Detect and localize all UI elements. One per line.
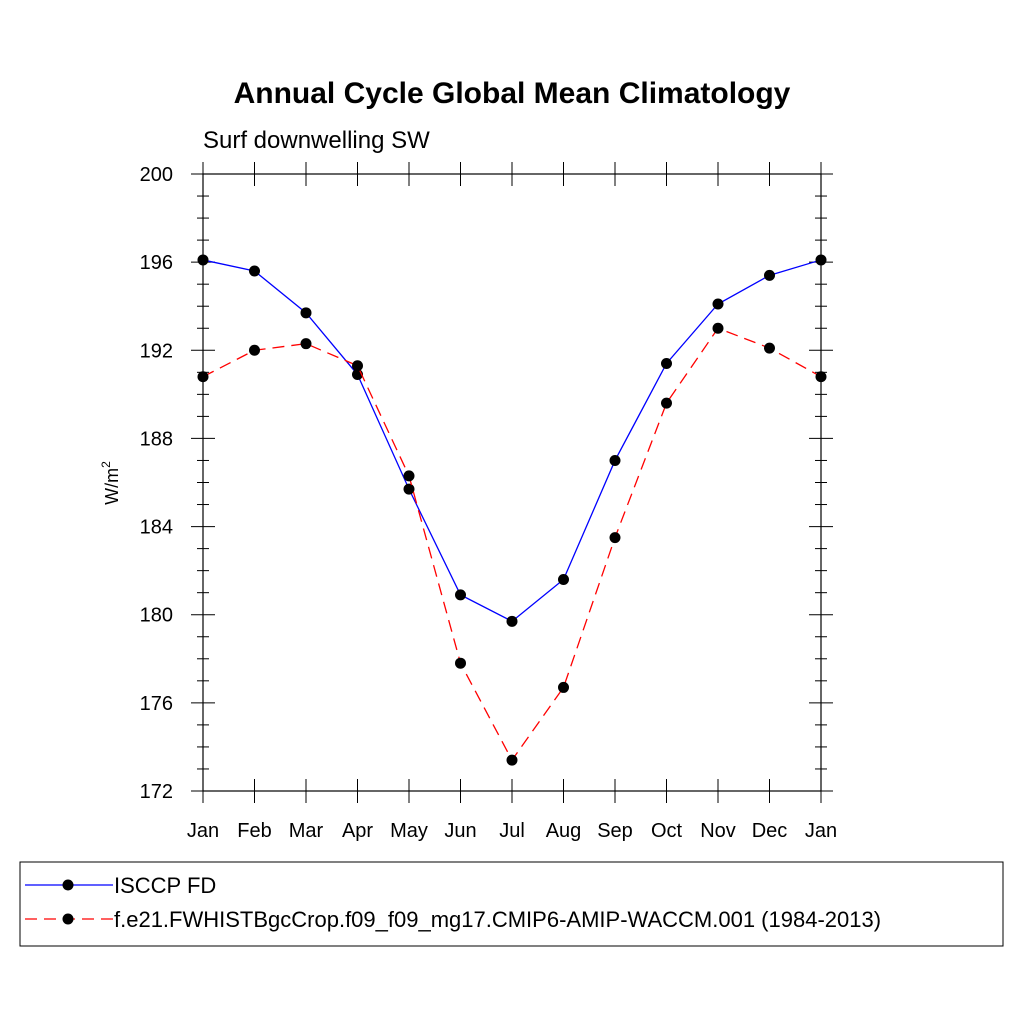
series-1-point bbox=[558, 573, 569, 585]
series-2-point bbox=[197, 371, 209, 383]
y-axis-label: W/m2 bbox=[99, 461, 122, 505]
y-tick-label: 172 bbox=[140, 781, 173, 803]
series-line-2 bbox=[202, 327, 822, 762]
legend-marker-2 bbox=[62, 913, 74, 925]
plot-frame bbox=[202, 173, 822, 792]
legend: ISCCP FD f.e21.FWHISTBgcCrop.f09_f09_mg17… bbox=[25, 873, 881, 932]
y-tick-label: 200 bbox=[140, 164, 173, 186]
series-2-point bbox=[249, 344, 260, 356]
series-1-point bbox=[300, 307, 312, 319]
legend-label-2: f.e21.FWHISTBgcCrop.f09_f09_mg17.CMIP6-A… bbox=[114, 907, 881, 932]
series-2-point bbox=[815, 371, 827, 383]
legend-label-1: ISCCP FD bbox=[114, 873, 216, 898]
x-tick-label: Apr bbox=[342, 820, 373, 842]
chart-title: Annual Cycle Global Mean Climatology bbox=[234, 77, 791, 110]
series-line-1 bbox=[202, 259, 822, 623]
series-1-point bbox=[609, 454, 621, 466]
series-1-point bbox=[249, 265, 260, 277]
series-1-point bbox=[815, 254, 827, 266]
x-tick-label: Aug bbox=[546, 820, 582, 842]
y-tick-label: 188 bbox=[140, 428, 173, 450]
series-2-point bbox=[403, 470, 415, 482]
y-tick-labels: 172 176 180 184 188 192 196 200 bbox=[140, 164, 173, 803]
x-tick-label: Oct bbox=[651, 820, 683, 842]
y-tick-label: 192 bbox=[140, 340, 173, 362]
x-tick-label: May bbox=[390, 820, 428, 842]
series-1-point bbox=[506, 615, 518, 627]
x-tick-label: Jun bbox=[444, 820, 476, 842]
x-tick-label: Sep bbox=[597, 820, 633, 842]
series-2-point bbox=[455, 657, 466, 669]
series-2-point bbox=[352, 360, 363, 372]
series-2-point bbox=[558, 681, 569, 693]
y-axis-label-main: W/m bbox=[102, 468, 122, 505]
y-tick-label: 196 bbox=[140, 252, 173, 274]
series-2-point bbox=[661, 397, 672, 409]
series-1-point bbox=[764, 269, 775, 281]
series-1-point bbox=[455, 589, 466, 601]
series-1-point bbox=[403, 483, 415, 495]
series-2-point bbox=[712, 322, 724, 334]
legend-box bbox=[19, 861, 1004, 947]
x-tick-label: Jan bbox=[805, 820, 837, 842]
y-axis-label-superscript: 2 bbox=[99, 461, 113, 468]
x-tick-label: Feb bbox=[237, 820, 271, 842]
series-2-point bbox=[506, 754, 518, 766]
y-tick-label: 180 bbox=[140, 605, 173, 627]
axis-ticks bbox=[191, 162, 833, 803]
x-tick-labels: Jan Feb Mar Apr May Jun Jul Aug Sep Oct Nov Dec Jan bbox=[187, 820, 837, 842]
y-tick-label: 176 bbox=[140, 693, 173, 715]
series-group bbox=[197, 254, 827, 766]
series-1-point bbox=[712, 298, 724, 310]
x-tick-label: Jul bbox=[499, 820, 525, 842]
chart-subtitle: Surf downwelling SW bbox=[203, 127, 430, 154]
x-tick-label: Mar bbox=[289, 820, 324, 842]
series-2-point bbox=[609, 532, 621, 544]
x-tick-label: Jan bbox=[187, 820, 219, 842]
series-1-point bbox=[197, 254, 209, 266]
x-tick-label: Dec bbox=[752, 820, 788, 842]
legend-marker-1 bbox=[62, 879, 74, 891]
x-tick-label: Nov bbox=[700, 820, 736, 842]
series-2-point bbox=[764, 342, 775, 354]
y-tick-label: 184 bbox=[140, 517, 173, 539]
series-1-point bbox=[661, 358, 672, 370]
series-2-point bbox=[300, 338, 312, 350]
